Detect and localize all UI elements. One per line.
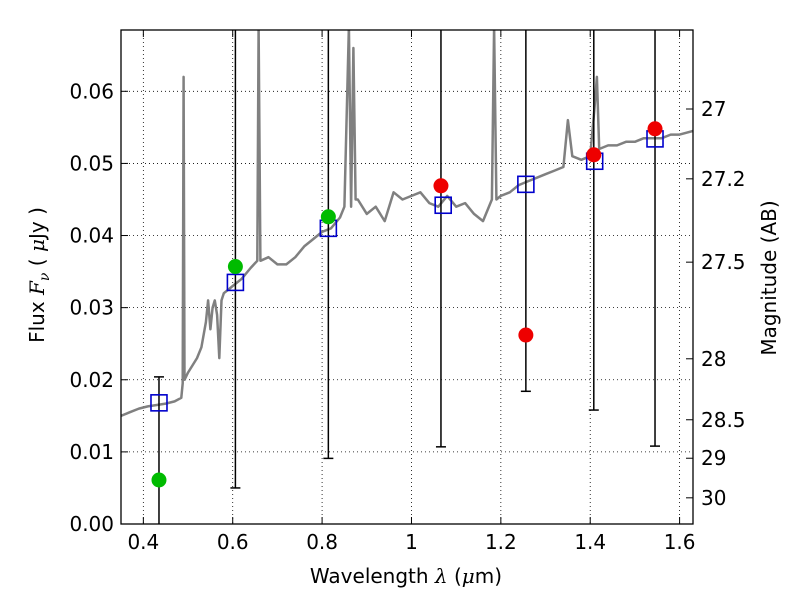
model-square-point	[517, 175, 535, 194]
right-axis-label: Magnitude (AB)	[757, 200, 781, 355]
y-tick-label: 0.02	[69, 368, 114, 392]
right-tick-label: 29	[701, 446, 726, 470]
observed-point	[320, 209, 336, 225]
y-tick-label: 0.06	[69, 79, 114, 103]
tick-layer: 0.4 0.6 0.8 1 1.2 1.4 1.6 0.00 0.01 0.02 0.03 0.04 0…	[69, 30, 746, 554]
right-tick-label: 28	[701, 347, 726, 371]
plot-frame	[120, 29, 694, 525]
observed-point	[518, 327, 534, 343]
x-tick-label: 1	[405, 530, 418, 554]
y-tick-label: 0.03	[69, 296, 114, 320]
right-tick-label: 27	[701, 97, 726, 121]
spectrum-line	[121, 30, 693, 417]
model-square-point	[434, 196, 452, 215]
x-tick-label: 1.6	[664, 530, 696, 554]
observed-point	[647, 121, 663, 137]
observed-point	[586, 147, 602, 163]
right-tick-label: 27.2	[701, 167, 746, 191]
observed-point	[433, 178, 449, 194]
y-axis-label: Flux Fν ( μJy )	[25, 207, 53, 343]
right-tick-label: 27.5	[701, 250, 746, 274]
observed-point	[227, 259, 243, 275]
observed-point	[151, 472, 167, 488]
y-tick-label: 0.04	[69, 224, 114, 248]
y-tick-label: 0.05	[69, 151, 114, 175]
x-tick-label: 1.4	[574, 530, 606, 554]
right-tick-label: 28.5	[701, 408, 746, 432]
x-axis-label: Wavelength λ (μm)	[310, 564, 502, 588]
y-tick-label: 0.00	[69, 512, 114, 536]
y-tick-label: 0.01	[69, 440, 114, 464]
x-tick-label: 0.6	[217, 530, 249, 554]
x-tick-label: 1.2	[485, 530, 517, 554]
model-square-point	[226, 273, 245, 292]
spectrum-layer	[121, 30, 693, 417]
x-tick-label: 0.8	[306, 530, 338, 554]
marker-layer	[150, 121, 664, 488]
model-square-point	[150, 394, 168, 412]
right-tick-label: 30	[701, 486, 726, 510]
grid	[121, 30, 693, 525]
x-tick-label: 0.4	[127, 530, 159, 554]
